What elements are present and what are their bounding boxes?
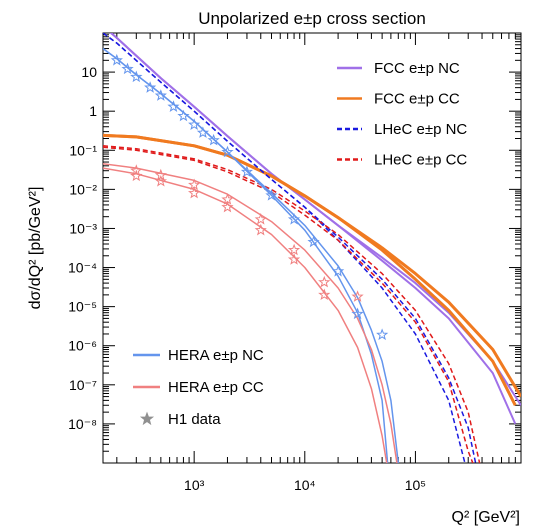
h1-data-point [221,145,234,158]
h1-data-point [144,81,157,93]
x-axis-label: Q² [GeV²] [452,509,520,526]
y-tick-label: 10⁻² [69,181,97,197]
y-tick-label: 10⁻⁴ [68,260,97,276]
y-tick-label: 10⁻¹ [69,142,97,158]
y-tick-labels: 10 1 10⁻¹ 10⁻² 10⁻³ 10⁻⁴ 10⁻⁵ 10⁻⁶ 10⁻⁷ 10⁻⁸ [68,64,97,432]
h1-data-point [154,89,167,101]
y-tick-label: 10⁻⁷ [69,377,97,393]
major-ticks [103,33,521,463]
x-tick-label: 10⁵ [405,477,426,493]
legend-label: H1 data [168,411,221,428]
h1-data-point [207,133,220,146]
legend-top-right: FCC e±p NC FCC e±p CC LHeC e±p NC LHeC e±p … [337,60,467,169]
h1-data-point [331,264,345,277]
h1-data-point [318,275,331,288]
h1-data-point [254,212,267,225]
h1-data-point [287,212,301,225]
series-line [103,47,389,463]
h1-data-point [130,169,143,182]
curves [103,33,521,463]
legend-label: LHeC e±p CC [374,152,467,169]
h1-data-point [221,200,234,213]
h1-data-point [167,100,180,112]
minor-ticks [103,33,522,463]
legend-label: HERA e±p NC [168,347,264,364]
y-axis-label: dσ/dQ² [pb/GeV²] [27,187,44,310]
h1-data-point [121,62,134,75]
series-line [103,33,466,463]
legend-label: FCC e±p CC [374,91,460,108]
h1-data-point [287,253,301,265]
h1-data-point [254,223,267,236]
x-tick-label: 10³ [184,477,205,493]
h1-data-point [351,307,364,320]
x-tick-labels: 10³ 10⁴ 10⁵ [184,477,426,493]
legend-label: FCC e±p NC [374,60,460,77]
h1-data-point [154,174,167,187]
chart-title: Unpolarized e±p cross section [198,9,426,28]
series-line [103,145,481,463]
h1-data-point [110,53,123,66]
series-line [103,163,398,463]
h1-data-point [376,328,389,341]
y-tick-label: 10⁻⁸ [68,416,97,432]
plot-frame [102,32,522,464]
h1-data-point [130,164,143,176]
h1-data-point [265,188,278,201]
h1-data-point [188,118,201,130]
h1-data-point [287,243,301,256]
legend-bottom-left: HERA e±p NC HERA e±p CC H1 data [133,347,264,428]
h1-data-point [240,165,254,178]
y-tick-label: 1 [89,103,97,119]
h1-data-point [188,186,201,199]
y-tick-label: 10⁻⁵ [68,299,97,315]
h1-data-point [130,70,143,83]
series-line [109,33,517,425]
h1-data-point [351,290,364,302]
series-line [103,133,517,406]
y-tick-label: 10 [81,64,97,80]
legend-label: LHeC e±p NC [374,121,467,138]
legend-label: HERA e±p CC [168,379,264,396]
h1-data-point [307,235,320,248]
h1-markers [110,53,389,341]
y-tick-label: 10⁻⁶ [68,338,97,354]
x-tick-label: 10⁴ [294,477,316,493]
y-tick-label: 10⁻³ [69,220,97,236]
h1-data-point [318,288,331,301]
h1-data-point [177,109,190,122]
series-line [103,167,388,463]
h1-data-point [154,168,167,181]
legend-swatch [139,411,155,426]
h1-data-point [196,126,210,138]
series-line [103,146,474,463]
